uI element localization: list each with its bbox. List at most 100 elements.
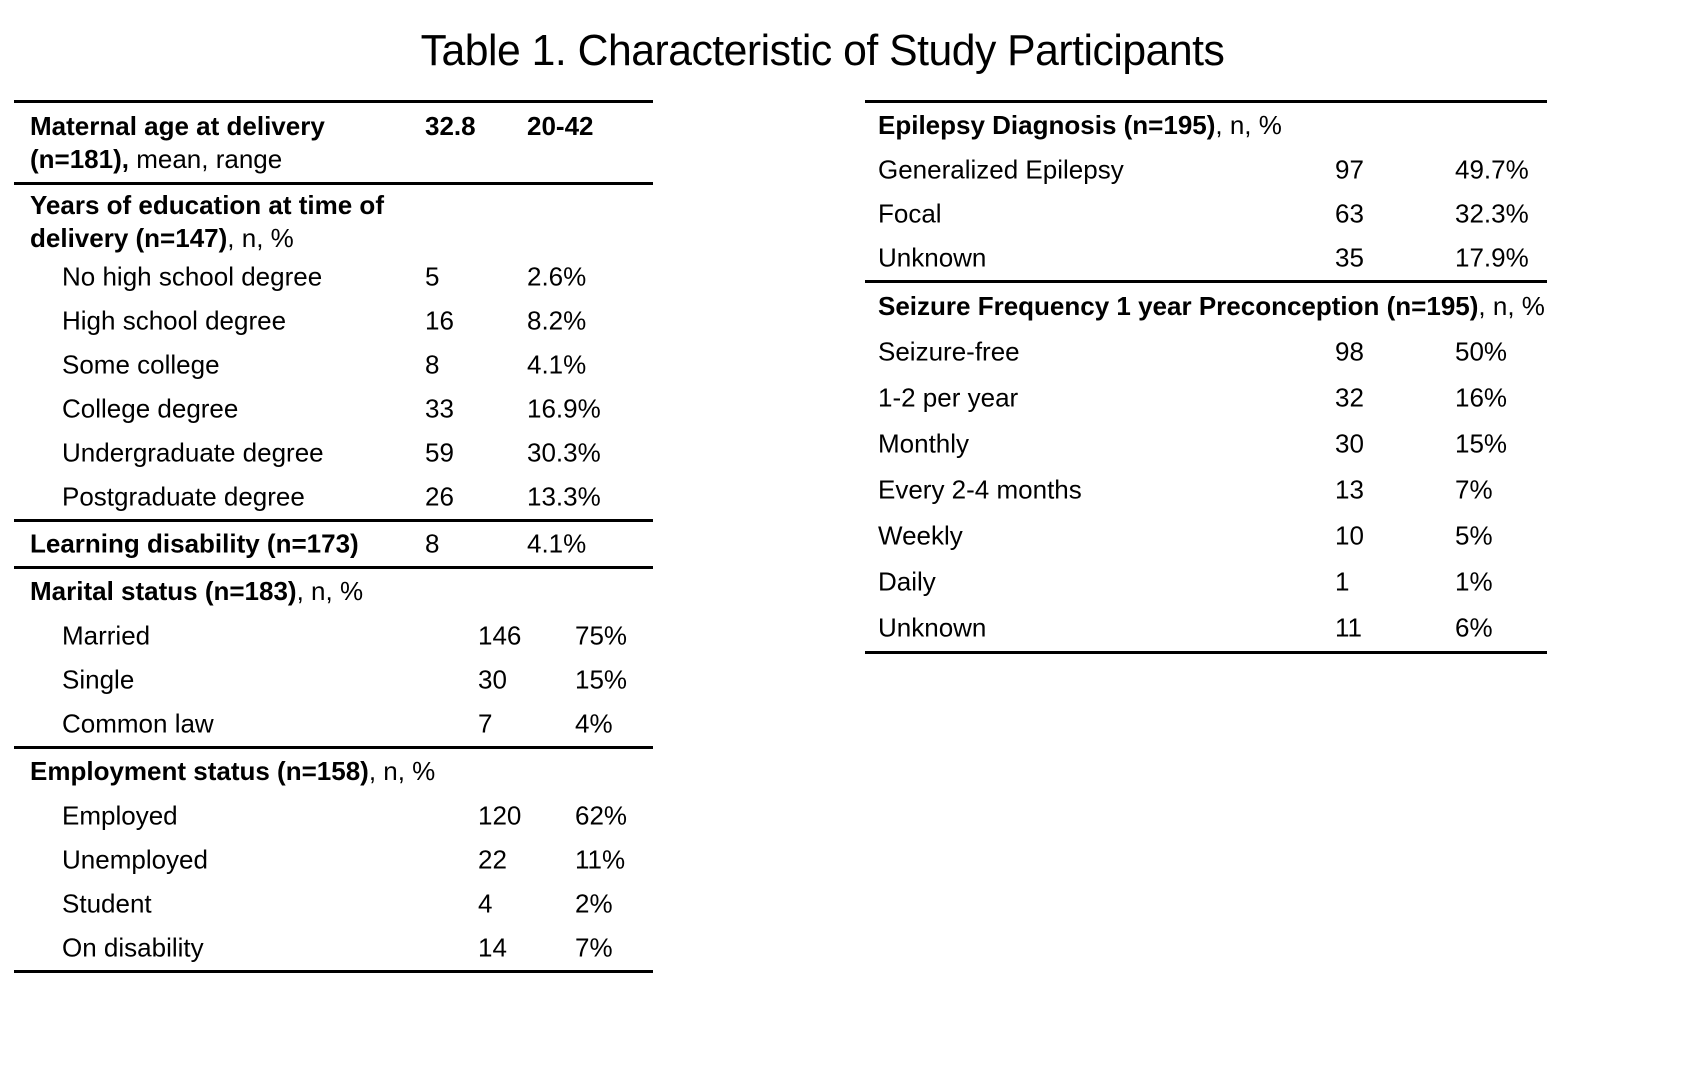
table-row: Unknown 11 6% [865, 605, 1547, 651]
row-percent: 50% [1455, 336, 1508, 367]
page-title: Table 1. Characteristic of Study Partici… [420, 26, 1225, 75]
row-count: 4 [478, 888, 493, 919]
table-row: Monthly 30 15% [865, 421, 1547, 467]
row-label: Some college [62, 349, 220, 380]
row-percent: 8.2% [527, 305, 587, 336]
table-row: Employed 120 62% [14, 794, 653, 838]
table-row: High school degree 16 8.2% [14, 299, 653, 343]
row-label: Employed [62, 800, 178, 831]
row-percent: 32.3% [1455, 198, 1529, 229]
row-percent: 11% [575, 844, 626, 875]
section-maternal-age: Maternal age at delivery (n=181), mean, … [14, 103, 653, 185]
table-row: Generalized Epilepsy 97 49.7% [865, 148, 1547, 192]
row-percent: 4.1% [527, 528, 587, 559]
maternal-age-line1: Maternal age at delivery [30, 111, 325, 141]
row-count: 30 [1335, 428, 1364, 459]
row-count: 1 [1335, 566, 1350, 597]
maternal-age-mean: 32.8 [425, 111, 476, 141]
row-count: 98 [1335, 336, 1364, 367]
row-percent: 16.9% [527, 393, 601, 424]
table-row: Daily 1 1% [865, 559, 1547, 605]
row-percent: 13.3% [527, 481, 601, 512]
row-label: On disability [62, 932, 204, 963]
row-percent: 16% [1455, 382, 1508, 413]
section-marital-status: Marital status (n=183), n, % Married 146… [14, 569, 653, 749]
row-count: 30 [478, 664, 507, 695]
row-count: 5 [425, 261, 440, 292]
table-row: Unknown 35 17.9% [865, 236, 1547, 280]
row-label: High school degree [62, 305, 287, 336]
row-label: Student [62, 888, 152, 919]
table-row: Student 4 2% [14, 882, 653, 926]
row-label: Unemployed [62, 844, 208, 875]
table-row: College degree 33 16.9% [14, 387, 653, 431]
row-percent: 30.3% [527, 437, 601, 468]
row-count: 11 [1335, 612, 1362, 643]
table-row: On disability 14 7% [14, 926, 653, 970]
section-education: Years of education at time of delivery (… [14, 185, 653, 522]
row-label: Monthly [878, 428, 970, 459]
maternal-age-range: 20-42 [527, 111, 594, 141]
row-label: Postgraduate degree [62, 481, 305, 512]
row-label: Daily [878, 566, 936, 597]
table-row: Weekly 10 5% [865, 513, 1547, 559]
row-count: 8 [425, 349, 440, 380]
table-row: Postgraduate degree 26 13.3% [14, 475, 653, 519]
table-row: Learning disability (n=173) 8 4.1% [14, 522, 653, 566]
row-count: 32 [1335, 382, 1364, 413]
row-percent: 2% [575, 888, 613, 919]
row-count: 35 [1335, 242, 1364, 273]
row-count: 16 [425, 305, 454, 336]
row-count: 14 [478, 932, 507, 963]
table-row: 1-2 per year 32 16% [865, 375, 1547, 421]
table-row: Single 30 15% [14, 658, 653, 702]
table-row: Common law 7 4% [14, 702, 653, 746]
row-label: Learning disability (n=173) [30, 528, 359, 559]
left-table: Maternal age at delivery (n=181), mean, … [14, 100, 653, 973]
row-percent: 4% [575, 708, 613, 739]
row-label: Common law [62, 708, 214, 739]
row-count: 8 [425, 528, 440, 559]
table-row: Undergraduate degree 59 30.3% [14, 431, 653, 475]
table-row: Some college 8 4.1% [14, 343, 653, 387]
section-epilepsy-diagnosis: Epilepsy Diagnosis (n=195), n, % General… [865, 103, 1547, 283]
section-learning-disability: Learning disability (n=173) 8 4.1% [14, 522, 653, 569]
row-label: Unknown [878, 242, 987, 273]
row-count: 59 [425, 437, 454, 468]
row-percent: 15% [575, 664, 628, 695]
maternal-age-line2: (n=181), mean, range [30, 144, 283, 174]
row-percent: 62% [575, 800, 628, 831]
diagnosis-header: Epilepsy Diagnosis (n=195), n, % [878, 110, 1282, 140]
row-percent: 7% [1455, 474, 1493, 505]
row-count: 97 [1335, 154, 1364, 185]
row-percent: 17.9% [1455, 242, 1529, 273]
row-count: 10 [1335, 520, 1364, 551]
row-label: Undergraduate degree [62, 437, 324, 468]
row-label: Seizure-free [878, 336, 1020, 367]
row-percent: 15% [1455, 428, 1508, 459]
row-label: Every 2-4 months [878, 474, 1082, 505]
education-header: Years of education at time of delivery (… [30, 190, 384, 253]
row-label: 1-2 per year [878, 382, 1019, 413]
row-count: 22 [478, 844, 507, 875]
row-percent: 2.6% [527, 261, 587, 292]
row-label: Weekly [878, 520, 963, 551]
row-label: Single [62, 664, 135, 695]
table-row: Focal 63 32.3% [865, 192, 1547, 236]
row-percent: 6% [1455, 612, 1493, 643]
table-row: Married 146 75% [14, 614, 653, 658]
section-employment-status: Employment status (n=158), n, % Employed… [14, 749, 653, 973]
row-count: 13 [1335, 474, 1364, 505]
row-count: 7 [478, 708, 493, 739]
row-label: Generalized Epilepsy [878, 154, 1124, 185]
row-label: Married [62, 620, 151, 651]
row-percent: 7% [575, 932, 613, 963]
row-label: No high school degree [62, 261, 323, 292]
row-percent: 49.7% [1455, 154, 1529, 185]
marital-header: Marital status (n=183), n, % [30, 576, 364, 606]
row-percent: 5% [1455, 520, 1493, 551]
frequency-header: Seizure Frequency 1 year Preconception (… [878, 290, 1545, 321]
table-row: Seizure-free 98 50% [865, 329, 1547, 375]
row-percent: 1% [1455, 566, 1493, 597]
row-percent: 4.1% [527, 349, 587, 380]
